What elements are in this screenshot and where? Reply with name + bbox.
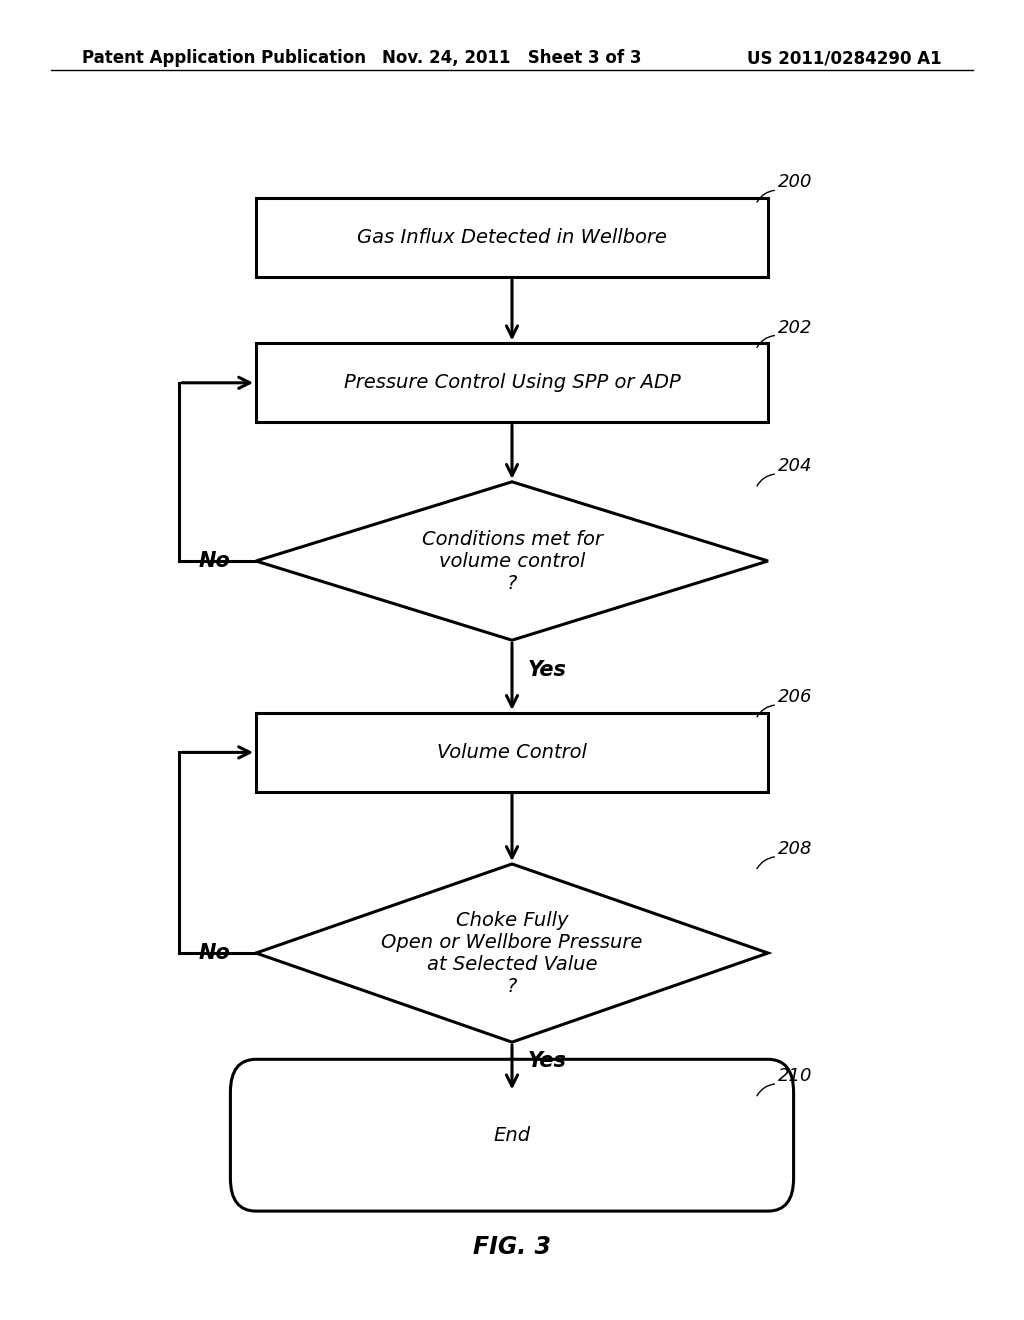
Text: Volume Control: Volume Control — [437, 743, 587, 762]
Text: No: No — [199, 942, 230, 964]
Text: 206: 206 — [778, 688, 813, 706]
Text: Nov. 24, 2011   Sheet 3 of 3: Nov. 24, 2011 Sheet 3 of 3 — [382, 49, 642, 67]
FancyBboxPatch shape — [256, 198, 768, 277]
Text: Conditions met for
volume control
?: Conditions met for volume control ? — [422, 529, 602, 593]
Text: FIG. 3: FIG. 3 — [473, 1236, 551, 1259]
Polygon shape — [256, 482, 768, 640]
Text: No: No — [199, 550, 230, 572]
Text: 210: 210 — [778, 1067, 813, 1085]
Polygon shape — [256, 863, 768, 1043]
FancyBboxPatch shape — [256, 713, 768, 792]
Text: 204: 204 — [778, 457, 813, 475]
Text: 200: 200 — [778, 173, 813, 191]
Text: Patent Application Publication: Patent Application Publication — [82, 49, 366, 67]
Text: End: End — [494, 1126, 530, 1144]
Text: Yes: Yes — [527, 1051, 566, 1071]
Text: 202: 202 — [778, 318, 813, 337]
Text: 208: 208 — [778, 840, 813, 858]
Text: Gas Influx Detected in Wellbore: Gas Influx Detected in Wellbore — [357, 228, 667, 247]
Text: Choke Fully
Open or Wellbore Pressure
at Selected Value
?: Choke Fully Open or Wellbore Pressure at… — [381, 911, 643, 995]
Text: Yes: Yes — [527, 660, 566, 680]
FancyBboxPatch shape — [256, 343, 768, 422]
Text: US 2011/0284290 A1: US 2011/0284290 A1 — [748, 49, 942, 67]
FancyBboxPatch shape — [230, 1059, 794, 1212]
Text: Pressure Control Using SPP or ADP: Pressure Control Using SPP or ADP — [344, 374, 680, 392]
